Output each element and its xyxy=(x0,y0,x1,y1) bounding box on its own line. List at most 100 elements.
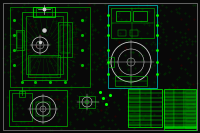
Point xyxy=(99,18,102,20)
Point xyxy=(73,55,76,58)
Point xyxy=(33,81,37,83)
Point xyxy=(11,108,15,111)
Point xyxy=(178,44,181,46)
Point xyxy=(25,30,28,32)
Point xyxy=(96,110,99,112)
Point xyxy=(81,85,85,87)
Point xyxy=(98,57,101,59)
Point xyxy=(84,67,88,70)
Point xyxy=(23,68,26,70)
Point xyxy=(174,91,177,93)
Bar xyxy=(115,76,147,86)
Point xyxy=(151,127,154,129)
Point xyxy=(129,30,132,33)
Point xyxy=(193,89,196,91)
Point xyxy=(98,49,102,51)
Point xyxy=(13,114,16,117)
Point xyxy=(151,21,154,23)
Point xyxy=(6,102,9,104)
Point xyxy=(180,41,183,43)
Point xyxy=(106,24,110,26)
Point xyxy=(118,71,122,73)
Point xyxy=(132,51,135,53)
Point xyxy=(149,66,152,68)
Point xyxy=(87,3,90,5)
Point xyxy=(111,17,114,19)
Point xyxy=(147,9,150,12)
Point xyxy=(71,30,74,33)
Point xyxy=(174,86,177,88)
Point xyxy=(129,57,132,59)
Point xyxy=(182,110,185,112)
Point xyxy=(30,25,33,27)
Point xyxy=(193,4,197,6)
Point xyxy=(96,65,99,67)
Bar xyxy=(17,32,23,48)
Point xyxy=(178,125,181,127)
Point xyxy=(50,13,53,15)
Point xyxy=(14,81,17,83)
Point xyxy=(182,50,185,52)
Point xyxy=(129,51,132,53)
Point xyxy=(166,113,169,115)
Point xyxy=(90,25,94,27)
Point xyxy=(166,65,169,67)
Point xyxy=(171,49,174,51)
Point xyxy=(80,20,83,22)
Point xyxy=(94,52,97,54)
Point xyxy=(116,104,119,106)
Point xyxy=(12,89,15,91)
Point xyxy=(129,83,132,85)
Point xyxy=(80,49,84,51)
Point xyxy=(152,81,156,83)
Point xyxy=(62,29,66,31)
Point xyxy=(70,85,73,87)
Point xyxy=(186,107,189,109)
Point xyxy=(21,107,24,109)
Point xyxy=(195,82,198,84)
Point xyxy=(88,43,91,46)
Point xyxy=(156,6,159,8)
Point xyxy=(113,115,116,117)
Point xyxy=(134,67,137,69)
Point xyxy=(90,22,94,25)
Point xyxy=(117,75,121,77)
Point xyxy=(96,53,99,56)
Point xyxy=(171,42,174,44)
Bar xyxy=(108,5,157,88)
Point xyxy=(101,125,105,127)
Point xyxy=(163,43,167,45)
Point xyxy=(91,29,94,31)
Point xyxy=(101,66,104,68)
Point xyxy=(190,40,193,42)
Point xyxy=(43,121,46,123)
Point xyxy=(19,70,22,72)
Point xyxy=(163,106,166,108)
Point xyxy=(160,90,163,92)
Point xyxy=(157,72,160,74)
Point xyxy=(56,15,59,17)
Point xyxy=(162,28,165,30)
Point xyxy=(46,3,49,5)
Point xyxy=(17,10,20,12)
Point xyxy=(73,73,76,75)
Point xyxy=(65,52,68,54)
Point xyxy=(179,67,182,69)
Point xyxy=(104,96,107,98)
Point xyxy=(7,104,10,106)
Point xyxy=(123,93,127,95)
Point xyxy=(141,117,144,120)
Point xyxy=(128,38,131,40)
Point xyxy=(119,88,122,91)
Point xyxy=(188,86,191,88)
Point xyxy=(89,91,92,93)
Point xyxy=(71,74,74,77)
Point xyxy=(175,46,178,48)
Point xyxy=(8,9,11,11)
Bar xyxy=(111,8,154,38)
Bar xyxy=(116,11,130,21)
Point xyxy=(83,98,86,100)
Point xyxy=(168,71,171,74)
Point xyxy=(67,4,70,6)
Point xyxy=(157,42,161,44)
